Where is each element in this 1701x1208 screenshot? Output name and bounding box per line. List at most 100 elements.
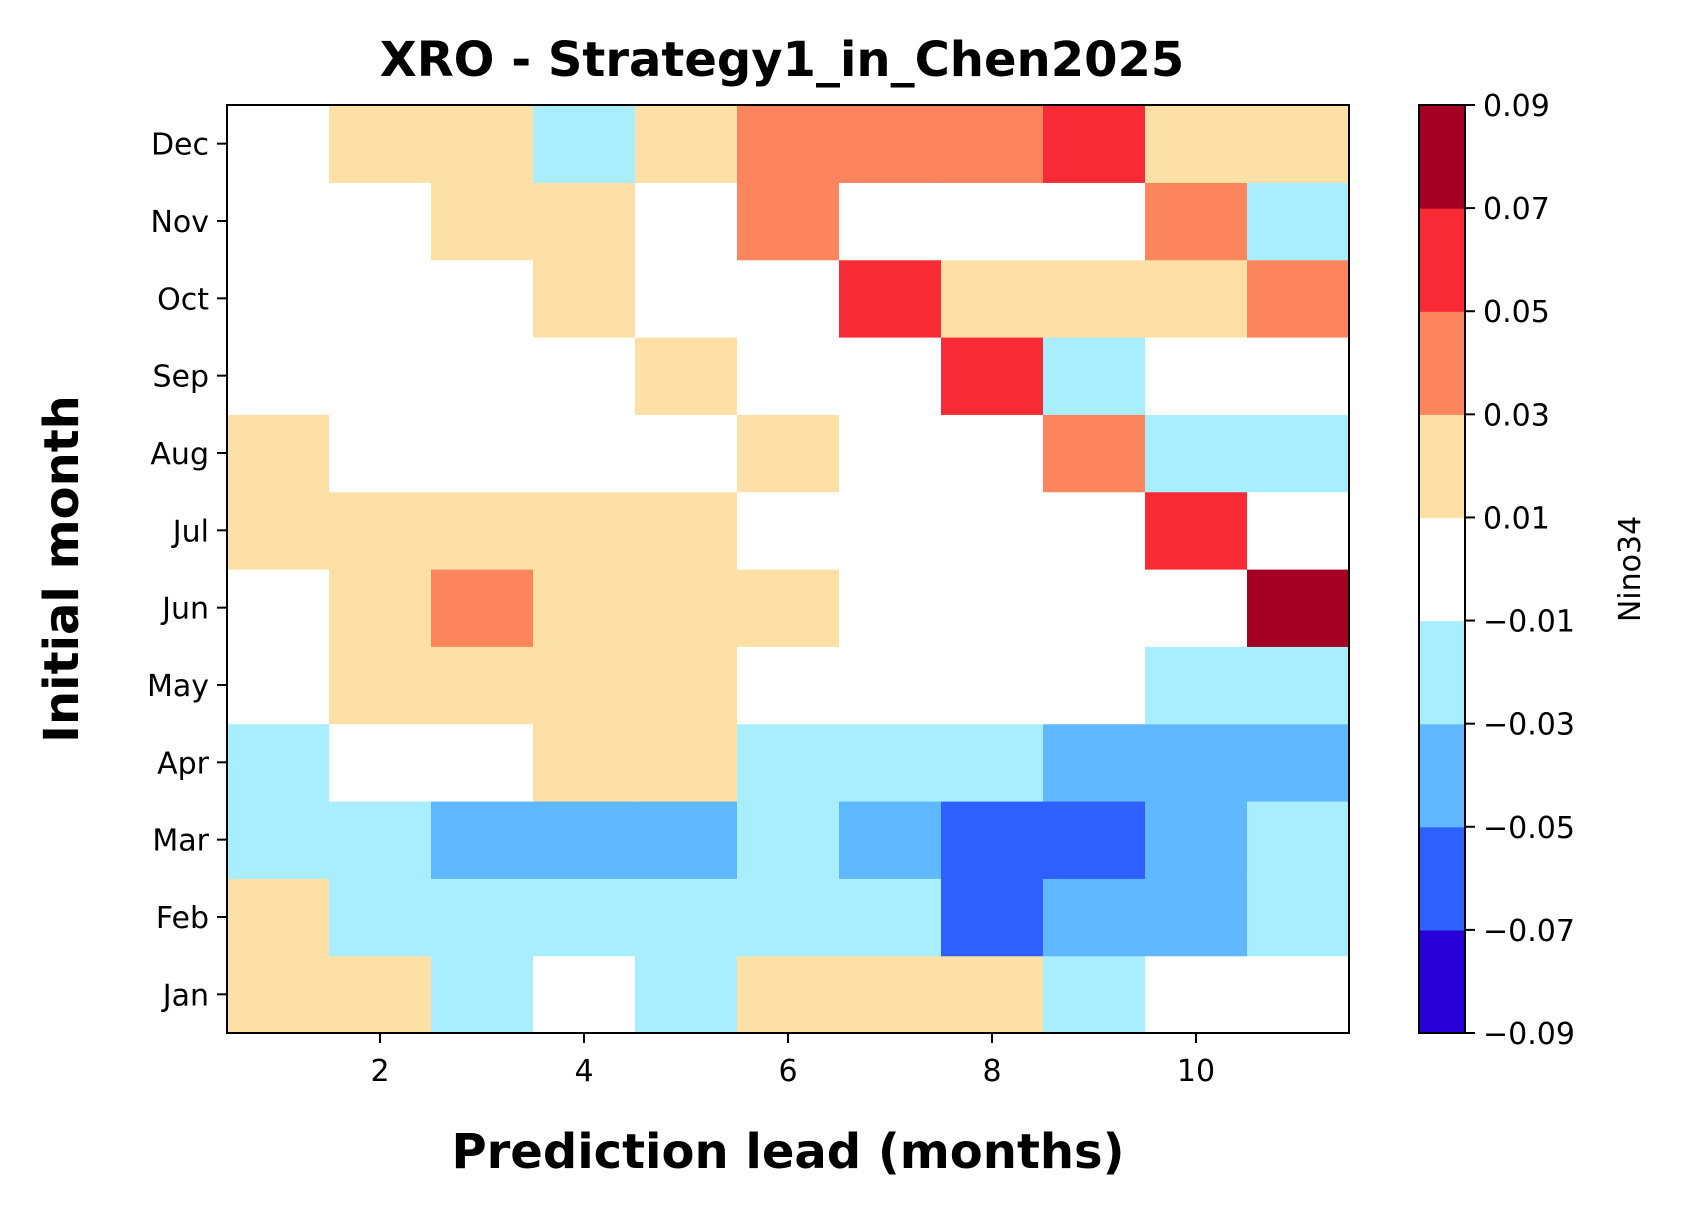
heatmap-cell <box>329 105 432 183</box>
heatmap-cell <box>533 491 636 570</box>
heatmap-cell <box>1145 878 1248 957</box>
y-tick-label: Jan <box>161 978 209 1013</box>
heatmap-cell <box>329 569 432 647</box>
heatmap-cell <box>431 491 534 570</box>
heatmap-cell <box>635 491 738 570</box>
heatmap-cell <box>1043 646 1146 725</box>
y-tick-label: Oct <box>157 282 209 317</box>
heatmap-cell <box>227 182 330 261</box>
colorbar-label: Nino34 <box>1613 516 1648 622</box>
heatmap-cell <box>1145 723 1248 802</box>
colorbar-segment <box>1419 723 1465 828</box>
heatmap-cell <box>1247 414 1350 493</box>
y-tick-label: Apr <box>157 746 210 781</box>
y-axis-label: Initial month <box>34 395 90 743</box>
heatmap-cell <box>329 955 432 1034</box>
y-axis-ticks: Jan Feb Mar Apr May Jun Jul Aug Sep Oct Nov Dec <box>147 128 227 1013</box>
colorbar-tick-label: −0.07 <box>1483 914 1575 949</box>
colorbar-segment <box>1419 311 1465 415</box>
heatmap-cell <box>227 105 330 183</box>
heatmap-cell <box>635 337 738 415</box>
heatmap-cell <box>329 801 432 879</box>
colorbar-segment <box>1419 208 1465 312</box>
heatmap-cell <box>329 182 432 261</box>
heatmap-cell <box>839 414 942 493</box>
heatmap-cell <box>227 414 330 493</box>
colorbar-segment <box>1419 414 1465 519</box>
colorbar-segment <box>1419 105 1465 209</box>
heatmap-cell <box>635 105 738 183</box>
colorbar-tick-label: −0.09 <box>1483 1017 1575 1052</box>
y-tick-label: May <box>147 669 209 704</box>
colorbar <box>1419 105 1465 1034</box>
heatmap-cell <box>1145 259 1248 338</box>
heatmap-cell <box>1145 182 1248 261</box>
heatmap-cell <box>839 491 942 570</box>
heatmap-cell <box>431 801 534 879</box>
colorbar-segment <box>1419 929 1465 1034</box>
colorbar-tick-label: −0.01 <box>1483 605 1575 640</box>
heatmap-cell <box>227 337 330 415</box>
heatmap-cell <box>1247 259 1350 338</box>
heatmap-cell <box>635 259 738 338</box>
heatmap-cells <box>227 105 1350 1034</box>
x-axis-ticks: 2 4 6 8 10 <box>370 1033 1215 1089</box>
heatmap-cell <box>1043 955 1146 1034</box>
heatmap-cell <box>839 646 942 725</box>
x-tick-label: 6 <box>778 1054 797 1089</box>
heatmap-cell <box>533 569 636 647</box>
heatmap-cell <box>227 801 330 879</box>
heatmap-cell <box>1043 569 1146 647</box>
heatmap-cell <box>533 414 636 493</box>
heatmap-cell <box>1043 337 1146 415</box>
colorbar-segment <box>1419 517 1465 622</box>
heatmap-cell <box>635 414 738 493</box>
heatmap-cell <box>737 491 840 570</box>
heatmap-cell <box>1145 801 1248 879</box>
heatmap-cell <box>737 569 840 647</box>
heatmap-cell <box>533 801 636 879</box>
heatmap-cell <box>1043 414 1146 493</box>
x-tick-label: 4 <box>574 1054 593 1089</box>
heatmap-cell <box>1145 105 1248 183</box>
heatmap-cell <box>533 955 636 1034</box>
heatmap-cell <box>635 646 738 725</box>
heatmap-cell <box>839 259 942 338</box>
heatmap-cell <box>1247 105 1350 183</box>
heatmap-cell <box>839 723 942 802</box>
heatmap-cell <box>941 646 1044 725</box>
heatmap-cell <box>941 878 1044 957</box>
heatmap-cell <box>941 723 1044 802</box>
x-tick-label: 8 <box>982 1054 1001 1089</box>
heatmap-cell <box>839 105 942 183</box>
colorbar-tick-label: 0.03 <box>1483 398 1550 433</box>
y-tick-label: Jun <box>160 592 209 627</box>
x-axis-label: Prediction lead (months) <box>451 1124 1124 1180</box>
heatmap-cell <box>941 337 1044 415</box>
heatmap-cell <box>635 723 738 802</box>
heatmap-cell <box>227 955 330 1034</box>
y-tick-label: Mar <box>152 824 209 859</box>
heatmap-cell <box>737 878 840 957</box>
heatmap-cell <box>533 182 636 261</box>
heatmap-cell <box>329 491 432 570</box>
heatmap-cell <box>533 878 636 957</box>
heatmap-cell <box>839 801 942 879</box>
heatmap-cell <box>533 337 636 415</box>
colorbar-tick-label: 0.09 <box>1483 89 1550 124</box>
colorbar-tick-label: 0.05 <box>1483 295 1550 330</box>
heatmap-cell <box>941 259 1044 338</box>
heatmap-cell <box>737 801 840 879</box>
heatmap-cell <box>839 182 942 261</box>
colorbar-frame <box>1418 104 1466 1034</box>
heatmap-cell <box>431 878 534 957</box>
heatmap-cell <box>635 182 738 261</box>
heatmap-cell <box>737 259 840 338</box>
heatmap-cell <box>227 646 330 725</box>
heatmap-cell <box>1247 646 1350 725</box>
heatmap-cell <box>941 801 1044 879</box>
y-tick-label: Aug <box>150 437 209 472</box>
heatmap-cell <box>1043 491 1146 570</box>
heatmap-cell <box>635 878 738 957</box>
x-tick-label: 10 <box>1177 1054 1215 1089</box>
